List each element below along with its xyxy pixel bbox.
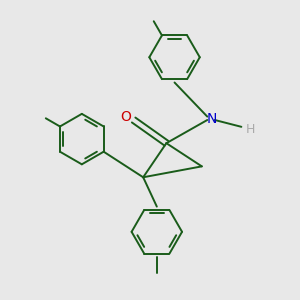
- Text: O: O: [120, 110, 131, 124]
- Text: N: N: [206, 112, 217, 126]
- Text: H: H: [246, 123, 256, 136]
